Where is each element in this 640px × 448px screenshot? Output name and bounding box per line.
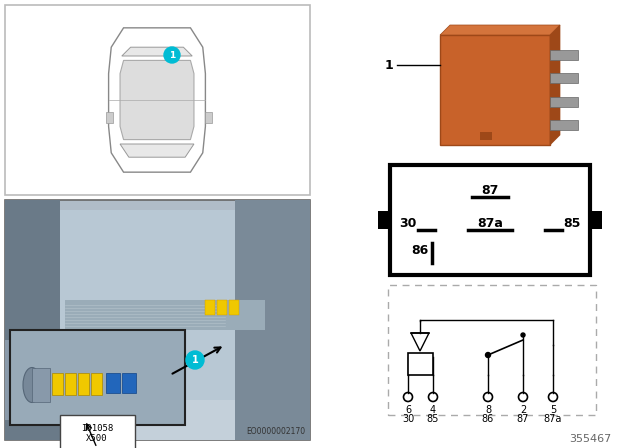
Polygon shape xyxy=(109,28,205,172)
Polygon shape xyxy=(120,60,194,140)
Bar xyxy=(390,165,590,275)
Bar xyxy=(205,112,212,123)
Text: 85: 85 xyxy=(563,216,580,229)
Bar xyxy=(91,373,102,395)
Text: 1: 1 xyxy=(169,51,175,60)
Circle shape xyxy=(186,351,204,369)
Bar xyxy=(65,373,76,395)
Bar xyxy=(106,373,120,393)
Bar xyxy=(440,35,550,145)
Text: 355467: 355467 xyxy=(569,434,611,444)
Polygon shape xyxy=(411,333,429,351)
Polygon shape xyxy=(5,340,60,420)
Text: 4: 4 xyxy=(430,405,436,415)
Bar xyxy=(32,368,50,402)
Bar xyxy=(480,132,492,140)
Text: 1: 1 xyxy=(384,59,393,72)
Bar xyxy=(60,400,235,440)
Text: 8: 8 xyxy=(485,405,491,415)
Bar xyxy=(235,200,310,440)
Circle shape xyxy=(486,353,490,358)
Text: 2: 2 xyxy=(520,405,526,415)
Text: I01058: I01058 xyxy=(81,423,113,432)
Polygon shape xyxy=(440,25,560,35)
Polygon shape xyxy=(122,47,192,56)
Bar xyxy=(550,73,578,83)
Text: 30: 30 xyxy=(399,216,417,229)
Text: 85: 85 xyxy=(427,414,439,424)
Circle shape xyxy=(521,333,525,337)
Text: 1: 1 xyxy=(191,355,198,365)
Text: 87: 87 xyxy=(517,414,529,424)
Text: 87: 87 xyxy=(481,184,499,197)
Text: 5: 5 xyxy=(550,405,556,415)
Bar xyxy=(5,200,60,440)
Circle shape xyxy=(164,47,180,63)
Bar xyxy=(229,300,239,315)
Bar xyxy=(205,300,215,315)
Bar xyxy=(10,330,185,425)
Bar xyxy=(550,120,578,130)
Bar xyxy=(65,300,265,330)
Bar xyxy=(550,97,578,107)
Ellipse shape xyxy=(23,367,41,402)
Text: EO0000002170: EO0000002170 xyxy=(246,427,305,436)
Text: X500: X500 xyxy=(86,434,108,443)
Polygon shape xyxy=(120,144,194,157)
Bar xyxy=(60,415,135,448)
Polygon shape xyxy=(550,25,560,145)
Text: 86: 86 xyxy=(482,414,494,424)
Bar xyxy=(408,353,433,375)
Bar xyxy=(52,373,63,395)
Text: 86: 86 xyxy=(412,244,429,257)
Bar xyxy=(122,373,136,393)
Text: 87a: 87a xyxy=(544,414,562,424)
Bar xyxy=(60,210,235,420)
Text: 87a: 87a xyxy=(477,216,503,229)
Text: 6: 6 xyxy=(405,405,411,415)
Bar xyxy=(590,211,602,229)
Bar xyxy=(378,211,390,229)
Bar xyxy=(5,5,310,195)
Bar xyxy=(5,200,310,440)
Bar xyxy=(217,300,227,315)
Bar xyxy=(388,285,596,415)
Bar xyxy=(550,50,578,60)
Bar xyxy=(78,373,89,395)
Text: 30: 30 xyxy=(402,414,414,424)
Bar xyxy=(106,112,113,123)
